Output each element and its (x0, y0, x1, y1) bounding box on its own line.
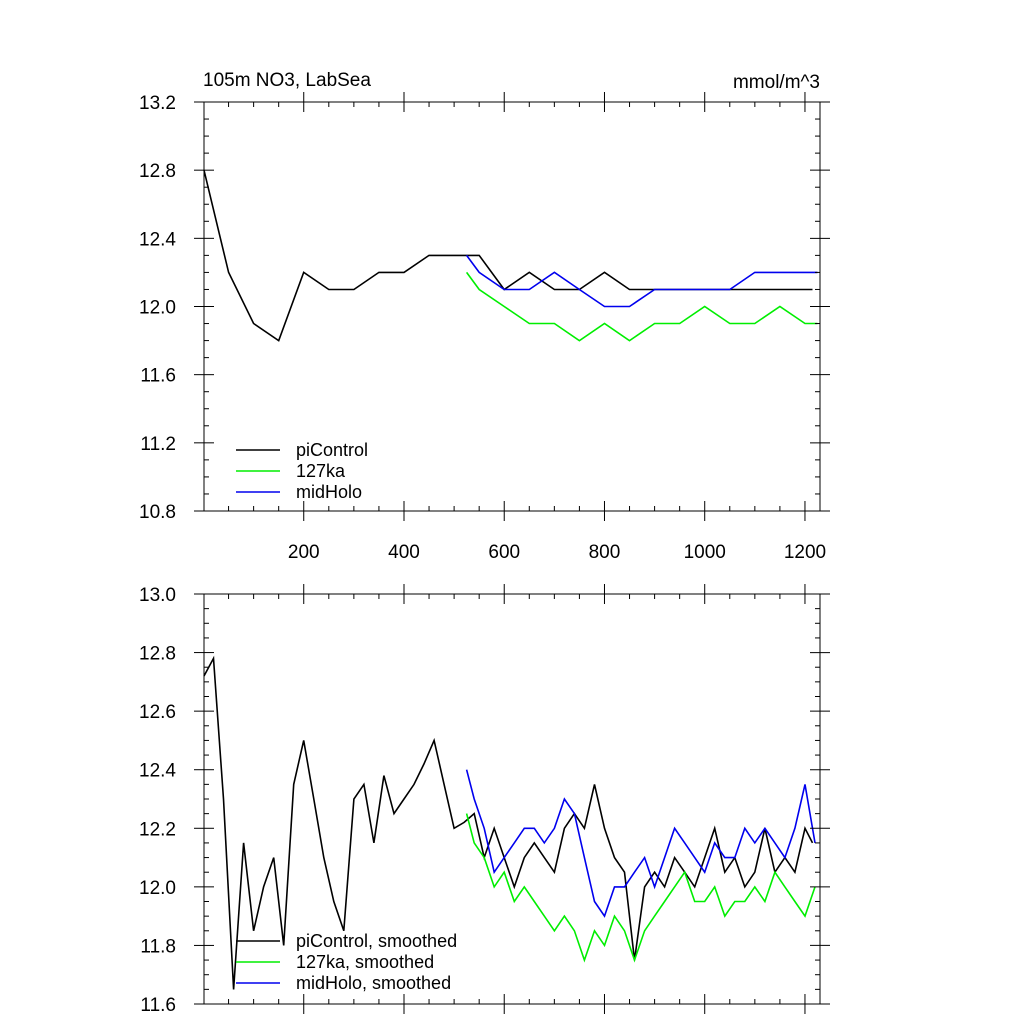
x-tick-label: 1200 (784, 542, 826, 563)
legend-label: midHolo (296, 482, 362, 502)
legend-label: midHolo, smoothed (296, 973, 451, 993)
series-line-1-2 (465, 769, 816, 918)
y-tick-label: 12.4 (139, 761, 176, 782)
bottom-ticks: 13.0 12.8 12.6 12.4 12.2 12.0 11.8 11.6 (139, 584, 830, 1016)
series-line-1-1 (465, 813, 816, 963)
y-tick-label: 12.0 (139, 878, 176, 899)
units-label: mmol/m^3 (733, 72, 820, 93)
legend-label: piControl, smoothed (296, 931, 457, 951)
x-tick-label: 200 (288, 542, 320, 563)
y-tick-label: 10.8 (139, 502, 176, 523)
y-tick-label: 13.0 (139, 585, 176, 606)
legend-label: piControl (296, 440, 368, 460)
x-tick-label: 800 (589, 542, 621, 563)
x-tick-label: 1000 (684, 542, 726, 563)
y-tick-label: 11.8 (140, 936, 176, 957)
y-tick-label: 12.4 (139, 229, 176, 250)
y-tick-label: 11.2 (140, 434, 176, 455)
bottom-series-group (203, 655, 816, 990)
y-tick-label: 11.6 (140, 366, 176, 387)
bottom-panel: 13.0 12.8 12.6 12.4 12.2 12.0 11.8 11.6 piContr… (139, 584, 830, 1016)
top-panel: 105m NO3, LabSea mmol/m^3 13.2 12.8 12.4 12… (139, 70, 830, 563)
y-tick-label: 12.8 (139, 161, 176, 182)
x-tick-label: 600 (488, 542, 520, 563)
top-series-group (203, 170, 818, 342)
series-line-0-2 (465, 254, 818, 308)
y-tick-label: 12.6 (139, 702, 176, 723)
y-tick-label: 12.0 (139, 298, 176, 319)
y-tick-label: 12.8 (139, 644, 176, 665)
top-ticks: 13.2 12.8 12.4 12.0 11.6 11.2 10.8 200 400 600 800… (139, 92, 830, 563)
legend-label: 127ka (296, 461, 346, 481)
legend-label: 127ka, smoothed (296, 952, 434, 972)
y-tick-label: 13.2 (139, 93, 176, 114)
series-line-0-1 (465, 271, 818, 342)
chart-title: 105m NO3, LabSea (203, 70, 371, 91)
x-tick-label: 400 (388, 542, 420, 563)
series-line-1-0 (203, 655, 814, 990)
y-tick-label: 12.2 (139, 819, 176, 840)
y-tick-label: 11.6 (140, 995, 176, 1016)
series-line-0-0 (203, 170, 813, 342)
